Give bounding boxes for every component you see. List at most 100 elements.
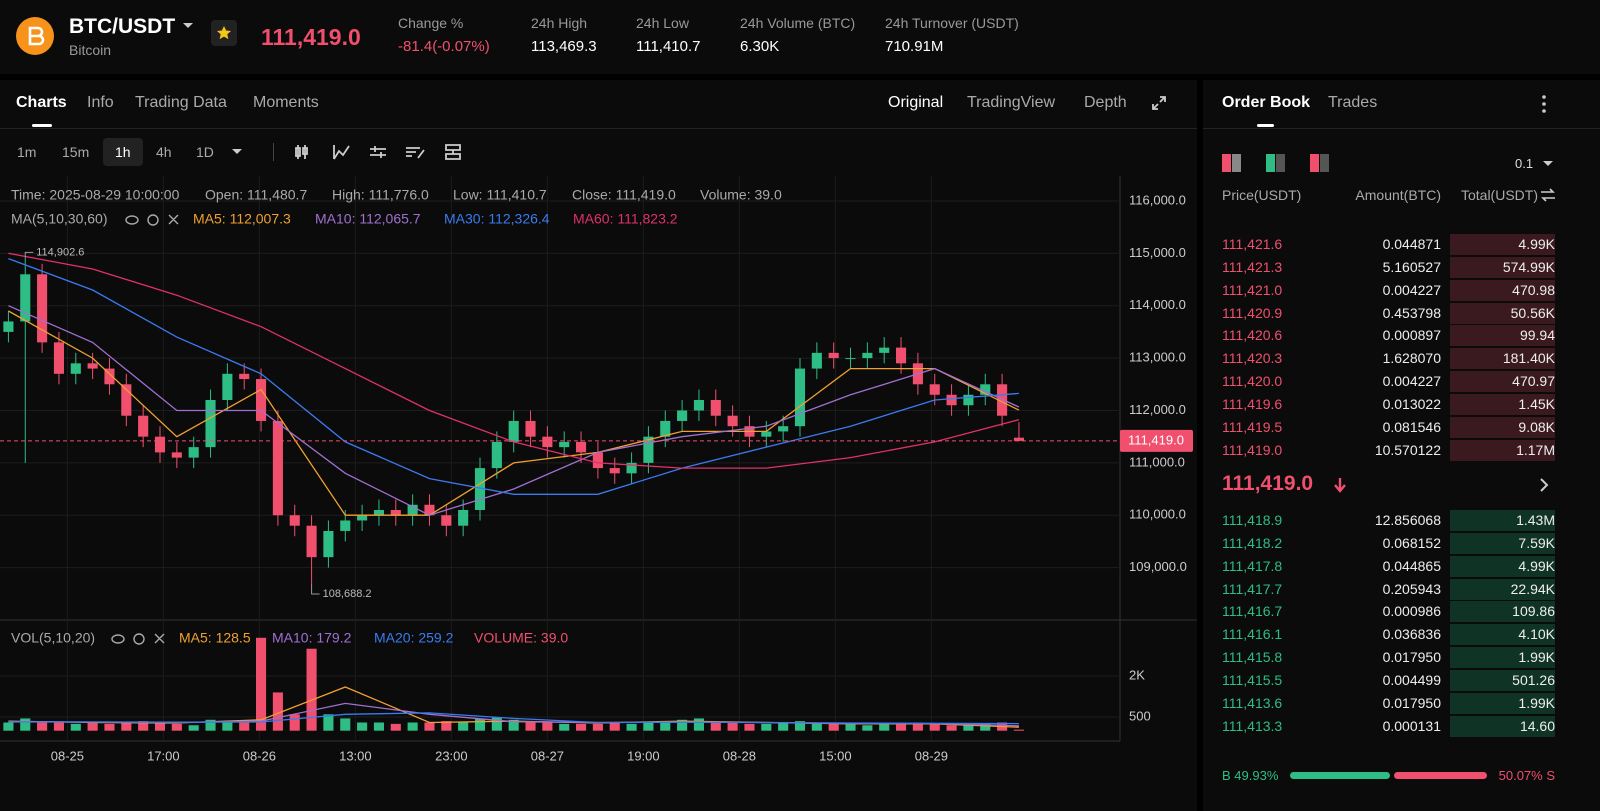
book-total: 22.94K [1510,580,1555,597]
y-tick-label: 500 [1129,708,1151,723]
caret[interactable] [182,22,194,30]
book-price[interactable]: 111,420.3 [1222,350,1283,367]
candle-body [390,510,401,516]
book-price[interactable]: 111,420.6 [1222,327,1283,344]
header-price: 111,419.0 [261,24,361,50]
x-tick-label: 08-29 [915,748,948,763]
volume-bar [20,718,31,731]
header-bar [0,0,1600,74]
legend-icons [111,633,165,645]
book-tab[interactable]: Order Book [1222,94,1311,111]
interval[interactable]: 1m [17,144,37,160]
volume-bar [912,722,923,731]
book-tab[interactable]: Trades [1328,94,1378,111]
book-amount: 5.160527 [1382,258,1441,275]
book-price[interactable]: 111,417.8 [1222,557,1283,574]
favorite[interactable] [211,20,237,46]
view-tab[interactable]: Depth [1084,94,1127,111]
volume-bar [862,725,873,731]
candle-body [53,342,64,374]
book-price[interactable]: 111,419.5 [1222,418,1283,435]
book-price[interactable]: 111,416.1 [1222,626,1283,643]
interval-selected [103,138,143,166]
column-header: Total(USDT) [1460,187,1538,203]
book-price[interactable]: 111,419.6 [1222,395,1283,412]
interval[interactable]: 15m [62,144,90,160]
candle-body [845,358,856,360]
book-price[interactable]: 111,415.8 [1222,649,1283,666]
volume-bar [963,725,974,731]
volume-bar [727,722,738,731]
candle-body [727,415,738,427]
book-total: 181.40K [1502,350,1555,367]
book-total: 99.94 [1519,327,1555,344]
x-tick-label: 08-28 [723,748,756,763]
column-header: Amount(BTC) [1355,187,1441,203]
x-tick-label: 17:00 [147,748,180,763]
buy-ratio: B 49.93% [1222,768,1279,783]
book-amount: 0.044871 [1382,236,1441,252]
caret[interactable] [231,148,243,156]
layout-icons[interactable] [1222,154,1302,174]
book-price[interactable]: 111,419.0 [1222,441,1283,458]
layout-icon[interactable] [1310,154,1330,174]
interval[interactable]: 1D [196,144,214,160]
book-price[interactable]: 111,418.9 [1222,512,1283,528]
legend-entry: MA10: 112,065.7 [315,211,421,227]
book-price[interactable]: 111,421.0 [1222,281,1283,298]
depth-bar [1450,715,1555,737]
tab[interactable]: Moments [253,94,319,111]
depth-bar [1450,371,1555,393]
volume-bar [929,723,940,731]
book-price[interactable]: 111,416.7 [1222,603,1283,620]
depth-bar [1450,302,1555,324]
legend-entry: MA20: 259.2 [374,630,454,646]
stat-label: 24h Turnover (USDT) [885,15,1019,31]
candle-body [1013,437,1024,441]
tool-icons[interactable] [294,142,474,162]
sell-bar [1394,772,1487,779]
book-price[interactable]: 111,421.3 [1222,258,1283,275]
precision[interactable]: 0.1 [1515,156,1534,171]
sort-icon[interactable] [1540,188,1556,202]
book-price[interactable]: 111,420.0 [1222,373,1283,390]
book-price[interactable]: 111,413.6 [1222,694,1283,711]
tab[interactable]: Trading Data [135,94,227,111]
caret[interactable] [1542,160,1554,168]
ma-line [8,305,1020,516]
book-price[interactable]: 111,417.7 [1222,580,1283,597]
book-price[interactable]: 111,413.3 [1222,717,1283,734]
candle-body [828,352,839,359]
book-price[interactable]: 111,420.9 [1222,304,1283,321]
interval[interactable]: 4h [156,144,172,160]
more-icon[interactable] [1540,94,1548,114]
book-last-price: 111,419.0 [1222,472,1314,495]
depth-bar [1450,256,1555,278]
view-tab[interactable]: TradingView [967,94,1056,111]
stat-label: 24h Low [636,15,689,31]
tab[interactable]: Charts [16,94,67,111]
chevron[interactable] [1538,477,1550,493]
divider [0,128,1197,129]
volume-bar [121,722,132,731]
volume-bar [710,722,721,731]
pair[interactable]: BTC/USDT [69,15,176,38]
interval[interactable]: 1h [115,144,131,160]
book-price[interactable]: 111,415.5 [1222,671,1283,688]
candle-body [896,347,907,364]
depth-bar [1450,439,1555,461]
book-price[interactable]: 111,418.2 [1222,534,1283,551]
volume-bar [508,719,519,731]
view-tab[interactable]: Original [888,94,944,111]
tab[interactable]: Info [87,94,114,111]
volume-bar [138,721,149,731]
expand-icon[interactable] [1151,95,1167,111]
stat-value: 6.30K [740,38,780,55]
tab-underline [32,124,52,127]
candle-body [256,379,267,421]
candle-body [441,515,452,526]
stat-value: 111,410.7 [636,38,701,55]
book-price[interactable]: 111,421.6 [1222,236,1283,252]
volume-bar [896,722,907,731]
y-tick-label: 2K [1129,667,1145,682]
